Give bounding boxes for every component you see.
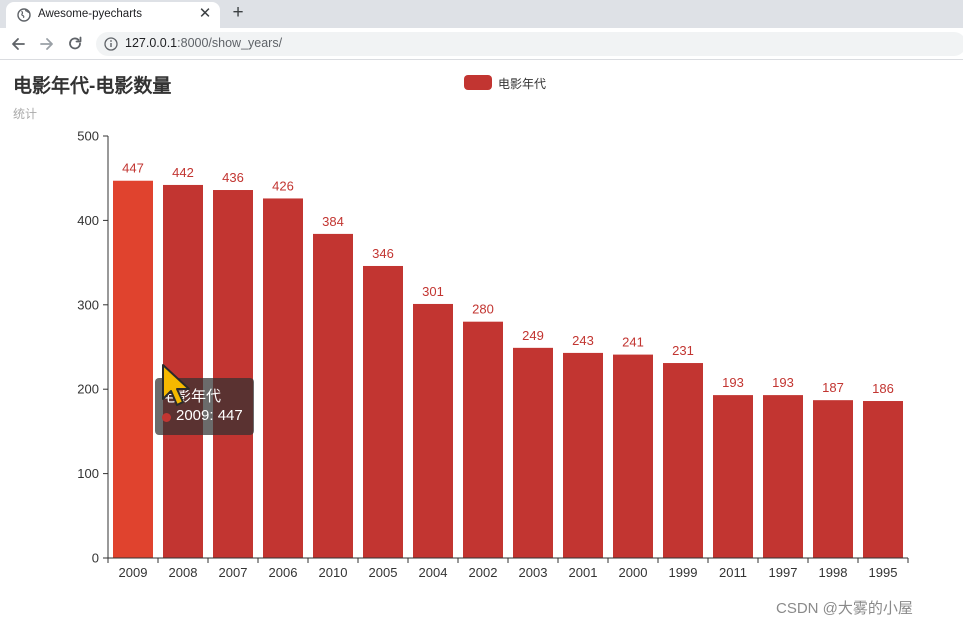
x-tick-label: 2008	[169, 565, 198, 580]
data-label: 426	[272, 178, 294, 193]
bar	[563, 352, 603, 558]
tab-title: Awesome-pyecharts	[38, 8, 142, 20]
globe-icon	[17, 8, 31, 22]
data-label: 193	[722, 375, 744, 390]
x-tick-label: 2004	[419, 565, 448, 580]
forward-arrow-icon[interactable]	[37, 34, 57, 54]
chart-tooltip: 电影年代 2009: 447	[155, 378, 254, 435]
chart-subtitle: 统计	[13, 107, 38, 121]
x-tick-label: 2002	[469, 565, 498, 580]
data-label: 187	[822, 380, 844, 395]
data-label: 384	[322, 214, 344, 229]
data-label: 243	[572, 333, 594, 348]
y-tick-label: 200	[77, 382, 99, 397]
data-label: 231	[672, 343, 694, 358]
y-tick-label: 500	[77, 129, 99, 144]
url-host: 127.0.0.1	[125, 36, 178, 50]
y-tick-label: 100	[77, 466, 99, 481]
x-tick-label: 2007	[219, 565, 248, 580]
bar	[213, 190, 253, 559]
page-content: 电影年代-电影数量 统计 电影年代 0 100 200 300 400 500 447 442…	[0, 61, 963, 626]
x-tick-label: 1995	[869, 565, 898, 580]
back-arrow-icon[interactable]	[8, 34, 28, 54]
browser-tab[interactable]: Awesome-pyecharts ✕	[6, 2, 220, 28]
bar	[813, 400, 853, 558]
tooltip-value: 2009: 447	[176, 407, 243, 424]
bar	[513, 347, 553, 558]
legend-label: 电影年代	[498, 77, 547, 91]
x-tick-label: 1998	[819, 565, 848, 580]
url-path: :8000/show_years/	[177, 36, 283, 50]
bar	[463, 321, 503, 558]
data-label: 249	[522, 328, 544, 343]
data-label: 193	[772, 375, 794, 390]
close-tab-icon[interactable]: ✕	[198, 5, 212, 22]
x-tick-label: 2003	[519, 565, 548, 580]
bar	[413, 303, 453, 558]
bar	[263, 198, 303, 558]
bar-chart: 0 100 200 300 400 500 447 442 436 426 384 346 301 280…	[77, 129, 909, 580]
url-text: 127.0.0.1:8000/show_years/	[125, 36, 282, 50]
x-tick-label: 2009	[119, 565, 148, 580]
new-tab-icon[interactable]: +	[232, 2, 244, 23]
data-label: 447	[122, 161, 144, 176]
site-info-icon[interactable]	[104, 37, 118, 51]
address-bar[interactable]: 127.0.0.1:8000/show_years/	[96, 32, 963, 56]
x-tick-label: 2000	[619, 565, 648, 580]
chart-title: 电影年代-电影数量	[13, 76, 172, 97]
x-tick-label: 2010	[319, 565, 348, 580]
x-tick-label: 2011	[719, 565, 747, 580]
data-label: 280	[472, 302, 494, 317]
data-label: 301	[422, 284, 444, 299]
bar	[363, 265, 403, 558]
bar	[713, 395, 753, 558]
tooltip-series-dot	[162, 413, 171, 422]
x-tick-label: 2001	[569, 565, 598, 580]
mouse-cursor-icon	[162, 364, 190, 406]
legend-swatch	[464, 75, 492, 90]
bar	[863, 401, 903, 558]
data-label: 442	[172, 165, 194, 180]
csdn-watermark: CSDN @大雾的小屋	[776, 600, 913, 617]
data-label: 186	[872, 381, 894, 396]
x-tick-label: 2005	[369, 565, 398, 580]
bar	[113, 180, 153, 558]
y-tick-label: 0	[92, 551, 99, 566]
data-label: 241	[622, 335, 644, 350]
y-tick-label: 300	[77, 297, 99, 312]
x-tick-label: 2006	[269, 565, 298, 580]
bar	[763, 395, 803, 558]
data-label: 346	[372, 246, 394, 261]
bar	[663, 363, 703, 558]
bar	[313, 233, 353, 559]
y-tick-label: 400	[77, 213, 99, 228]
browser-toolbar: 127.0.0.1:8000/show_years/	[0, 28, 963, 60]
x-tick-label: 1999	[669, 565, 698, 580]
bar	[613, 354, 653, 558]
browser-tab-strip: Awesome-pyecharts ✕ +	[0, 0, 963, 28]
reload-icon[interactable]	[65, 34, 85, 54]
data-label: 436	[222, 170, 244, 185]
x-tick-label: 1997	[769, 565, 798, 580]
